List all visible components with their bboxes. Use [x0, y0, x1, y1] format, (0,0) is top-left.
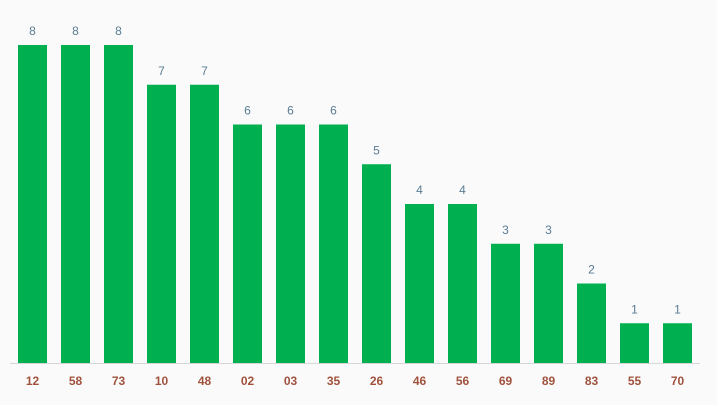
value-label: 3 [545, 223, 552, 237]
x-tick-label: 58 [69, 374, 83, 388]
value-label: 7 [201, 64, 208, 78]
bar [18, 45, 47, 363]
bar [534, 243, 563, 363]
value-label: 7 [158, 64, 165, 78]
x-tick-label: 48 [198, 374, 212, 388]
bar [190, 84, 219, 363]
x-tick-label: 89 [542, 374, 556, 388]
x-tick-label: 12 [26, 374, 40, 388]
bar [448, 204, 477, 363]
x-tick-label: 35 [327, 374, 341, 388]
x-tick-label: 10 [155, 374, 169, 388]
bar [147, 84, 176, 363]
x-tick-label: 26 [370, 374, 384, 388]
value-label: 6 [244, 104, 251, 118]
value-label: 4 [416, 183, 423, 197]
bar [61, 45, 90, 363]
value-label: 1 [631, 302, 638, 316]
value-label: 6 [330, 104, 337, 118]
bar [104, 45, 133, 363]
value-label: 5 [373, 143, 380, 157]
value-label: 8 [115, 24, 122, 38]
value-label: 1 [674, 302, 681, 316]
bar [405, 204, 434, 363]
x-tick-label: 55 [628, 374, 642, 388]
bar [620, 323, 649, 363]
value-label: 8 [72, 24, 79, 38]
value-label: 4 [459, 183, 466, 197]
bar [577, 283, 606, 363]
bar [233, 124, 262, 363]
bar [362, 164, 391, 363]
x-tick-label: 83 [585, 374, 599, 388]
x-tick-label: 70 [671, 374, 685, 388]
value-label: 2 [588, 263, 595, 277]
x-tick-label: 73 [112, 374, 126, 388]
x-tick-label: 03 [284, 374, 298, 388]
x-tick-label: 56 [456, 374, 470, 388]
bar [663, 323, 692, 363]
value-label: 8 [29, 24, 36, 38]
value-label: 3 [502, 223, 509, 237]
bar [319, 124, 348, 363]
x-tick-label: 46 [413, 374, 427, 388]
x-tick-label: 02 [241, 374, 255, 388]
x-tick-label: 69 [499, 374, 513, 388]
value-label: 6 [287, 104, 294, 118]
bar [491, 243, 520, 363]
bar [276, 124, 305, 363]
